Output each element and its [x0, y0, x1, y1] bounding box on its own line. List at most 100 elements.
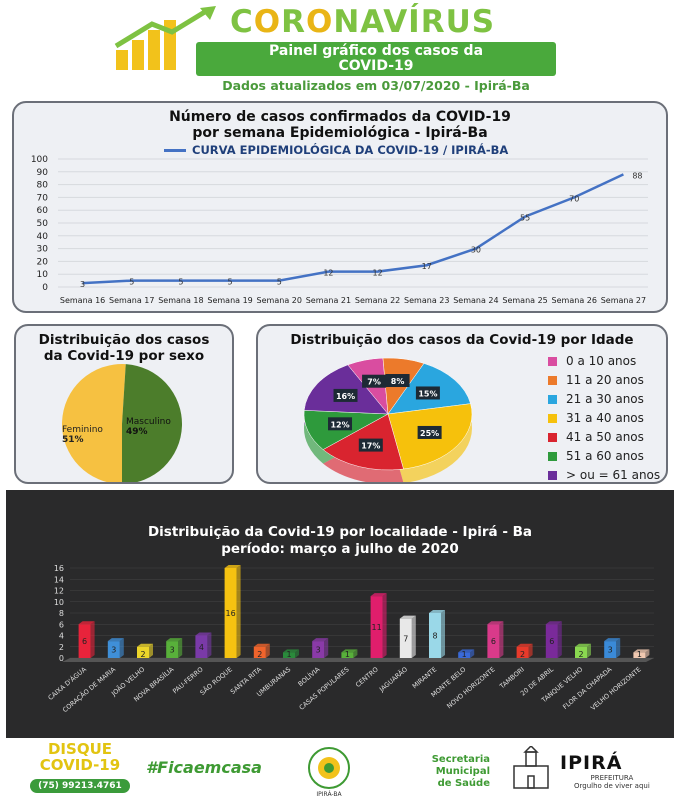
bar-value-label: 6 — [82, 637, 87, 646]
disque-covid-badge[interactable]: DISQUE COVID-19 (75) 99213.4761 — [30, 742, 130, 796]
slice-label-group: 12% — [328, 417, 353, 431]
bar-value-label: 16 — [226, 609, 236, 618]
bar-side — [616, 638, 621, 658]
y-tick-label: 10 — [54, 598, 64, 607]
bar-top — [370, 593, 387, 597]
bar — [545, 624, 558, 658]
bar-side — [441, 610, 445, 658]
bar-top — [429, 610, 445, 613]
bar-side — [528, 643, 533, 658]
legend-swatch — [548, 357, 557, 366]
secretaria-saude-logo: Secretaria Municipal de Saúde — [386, 754, 490, 790]
bar — [78, 624, 91, 658]
bar-value-label: 2 — [578, 650, 583, 659]
legend-item: 31 a 40 anos — [548, 411, 644, 425]
y-tick-label: 90 — [37, 168, 49, 178]
bar-top — [137, 643, 153, 647]
x-tick-label: JAGUARÃO — [376, 665, 409, 694]
sex-pie-panel: Distribuição dos casos da Covid-19 por s… — [14, 324, 234, 484]
legend-swatch — [548, 414, 557, 423]
bar — [166, 641, 179, 658]
x-tick-label: CENTRO — [354, 665, 380, 689]
y-tick-label: 8 — [59, 609, 64, 618]
banner-line-1: Painel gráfico dos casos da — [268, 43, 484, 59]
app-title: CORONAVÍRUS — [230, 4, 496, 40]
bar-side — [265, 643, 270, 658]
bar-side — [411, 615, 416, 658]
bar-top — [224, 565, 241, 568]
bar-side — [470, 649, 475, 658]
secretaria-l2: de Saúde — [437, 778, 490, 789]
bar-side — [645, 649, 650, 658]
legend-label: 51 a 60 anos — [566, 449, 644, 463]
legend-swatch — [164, 149, 186, 152]
legend-item: 41 a 50 anos — [548, 430, 644, 444]
bar — [633, 652, 646, 658]
legend-label: 41 a 50 anos — [566, 430, 644, 444]
bar-value-label: 2 — [140, 650, 145, 659]
slice-pct: 17% — [361, 442, 380, 451]
bar-side — [499, 621, 504, 658]
bar — [429, 613, 441, 658]
bar — [195, 635, 208, 658]
bar-side — [236, 565, 241, 658]
bar — [224, 568, 237, 658]
y-tick-label: 40 — [37, 232, 49, 242]
bar-top — [487, 621, 504, 625]
slice-label-box — [417, 425, 442, 439]
bar-value-label: 1 — [286, 650, 291, 659]
bar-top — [78, 621, 95, 625]
y-tick-label: 30 — [37, 245, 49, 255]
disque-label: DISQUE — [47, 740, 112, 758]
x-tick-label: Semana 25 — [502, 296, 547, 305]
slice-label-box — [415, 386, 440, 400]
slice-pct: 8% — [391, 377, 405, 386]
disque-covid-label: COVID-19 — [39, 756, 121, 774]
bar-value-label: 2 — [520, 650, 525, 659]
slice-pct: 12% — [330, 420, 349, 429]
x-tick-label: Semana 16 — [60, 296, 105, 305]
bar-side — [295, 649, 299, 658]
bar-top — [399, 615, 416, 619]
comite-bottom-text: IPIRÁ-BA — [316, 791, 342, 798]
slice-pct: 49% — [126, 427, 148, 437]
y-tick-label: 60 — [37, 206, 49, 216]
slice-label-group: 8% — [385, 374, 410, 388]
data-label: 88 — [632, 171, 642, 180]
line-chart-panel: Número de casos confirmados da COVID-19 … — [12, 101, 668, 313]
bar-side — [178, 638, 183, 658]
ipira-name: IPIRÁ — [560, 752, 623, 774]
slice-pct: 16% — [336, 392, 355, 401]
bar — [253, 646, 266, 658]
phone-number[interactable]: (75) 99213.4761 — [30, 779, 130, 793]
legend-item: > ou = 61 anos — [548, 468, 660, 482]
header-banner: Painel gráfico dos casos da COVID-19 — [196, 42, 556, 76]
ipira-sub1: PREFEITURA — [590, 774, 634, 782]
y-tick-label: 10 — [37, 270, 49, 280]
data-label: 5 — [277, 278, 282, 287]
bar-side — [119, 638, 124, 658]
ipira-sub2: Orgulho de viver aqui — [574, 782, 650, 790]
bar-side — [557, 621, 562, 658]
pie-slice — [62, 364, 126, 482]
x-tick-label: MIRANTE — [411, 665, 438, 690]
data-label: 12 — [323, 269, 333, 278]
bar-side — [353, 649, 358, 658]
y-tick-label: 12 — [54, 587, 64, 596]
age-pie-chart: 7% 8% 15% 25% 17% 12% 16% — [303, 357, 473, 482]
bar-value-label: 2 — [257, 650, 262, 659]
bar-value-label: 7 — [403, 634, 408, 643]
bar-value-label: 8 — [432, 632, 437, 641]
line-chart: 0 10 20 30 40 50 60 70 80 90 100 Semana 16 Semana 17… — [31, 155, 648, 305]
slice-label-box — [328, 417, 353, 431]
bar-side — [382, 593, 387, 658]
bar-value-label: 6 — [491, 637, 496, 646]
data-label: 17 — [422, 262, 432, 271]
prefeitura-ipira-logo: IPIRÁ PREFEITURA Orgulho de viver aqui — [504, 744, 664, 796]
data-label: 70 — [569, 194, 579, 203]
line-title-l2: por semana Epidemiológica - Ipirá-Ba — [192, 125, 488, 141]
banner-line-2: COVID-19 — [338, 58, 414, 74]
legend-item: 11 a 20 anos — [548, 373, 644, 387]
comite-seal-logo: IPIRÁ-BA — [308, 747, 350, 798]
legend-item: 0 a 10 anos — [548, 354, 636, 368]
